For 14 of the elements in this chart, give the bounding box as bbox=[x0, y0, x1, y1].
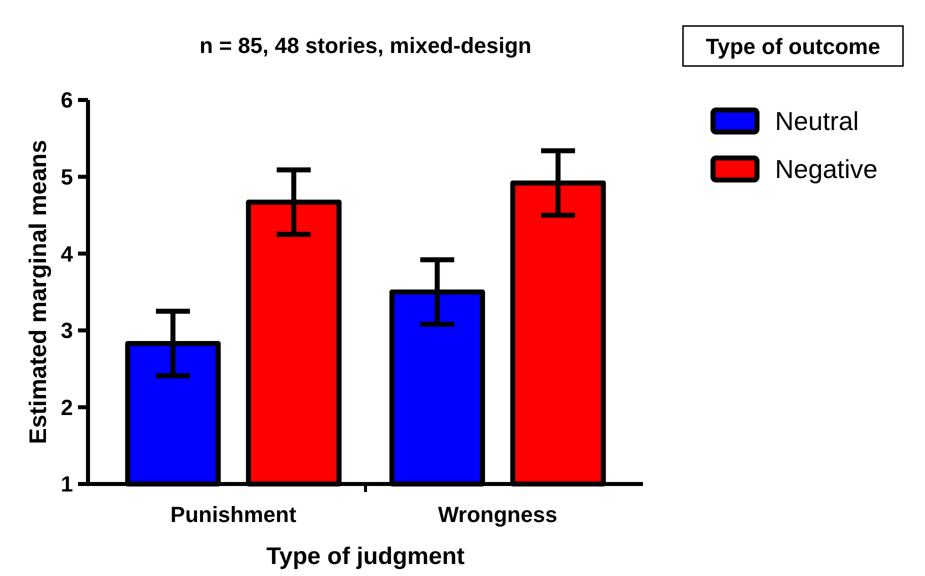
y-axis-title: Estimated marginal means bbox=[25, 140, 52, 444]
x-tick-label: Punishment bbox=[170, 502, 297, 527]
y-tick-label: 2 bbox=[60, 394, 73, 420]
y-tick-label: 5 bbox=[60, 164, 73, 190]
legend-label: Neutral bbox=[775, 106, 859, 136]
legend-label: Negative bbox=[775, 154, 878, 184]
y-tick-label: 6 bbox=[60, 88, 73, 113]
y-tick-label: 3 bbox=[60, 318, 73, 344]
y-tick-label: 4 bbox=[60, 241, 74, 266]
chart-title: n = 85, 48 stories, mixed-design bbox=[200, 33, 532, 58]
x-axis-title: Type of judgment bbox=[266, 543, 465, 570]
legend-title: Type of outcome bbox=[706, 34, 880, 59]
y-tick-label: 1 bbox=[60, 472, 73, 497]
x-tick-label: Wrongness bbox=[438, 502, 558, 527]
